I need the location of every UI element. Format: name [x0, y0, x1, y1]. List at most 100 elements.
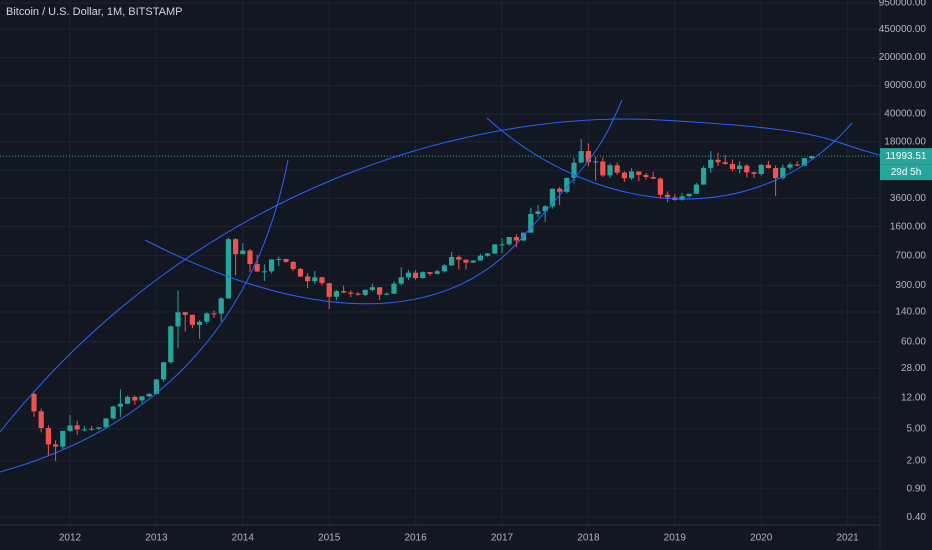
- candle-body: [528, 213, 534, 233]
- candle-body: [175, 312, 181, 327]
- candle-body: [96, 427, 102, 429]
- candle-body: [269, 259, 275, 272]
- arc: [0, 118, 881, 433]
- x-tick-label: 2017: [491, 533, 514, 544]
- price-label: 11993.51: [886, 151, 927, 162]
- candle-body: [758, 164, 764, 175]
- candle-body: [564, 177, 570, 192]
- candle-body: [391, 283, 397, 294]
- candle-body: [161, 362, 167, 380]
- candle-body: [506, 237, 512, 245]
- candle-body: [110, 406, 116, 419]
- axes: 950000.00 450000.00 200000.00 90000.00 40000…: [59, 0, 932, 544]
- candle-body: [60, 430, 66, 447]
- price-label-box: [880, 148, 932, 165]
- y-tick-label: 0.40: [907, 512, 927, 523]
- candle-body: [125, 396, 131, 404]
- candle-body: [600, 161, 606, 176]
- arc: [0, 159, 289, 473]
- candle-body: [787, 164, 793, 168]
- candle-body: [744, 165, 750, 173]
- candle-body: [722, 162, 728, 164]
- candle-body: [708, 159, 714, 168]
- candles: [0, 138, 880, 461]
- candle-body: [189, 314, 195, 325]
- candle-body: [139, 396, 145, 401]
- candle-body: [737, 165, 743, 170]
- x-tick-label: 2013: [145, 533, 168, 544]
- candle-body: [117, 403, 123, 407]
- countdown-label: 29d 5h: [891, 167, 922, 178]
- candle-body: [686, 193, 692, 197]
- candle-body: [557, 188, 563, 192]
- candle-body: [549, 188, 555, 207]
- candle-body: [369, 287, 375, 290]
- candle-body: [225, 239, 231, 299]
- y-tick-label: 700.00: [895, 250, 926, 261]
- chart-title: Bitcoin / U.S. Dollar, 1M, BITSTAMP: [6, 6, 182, 18]
- candle-body: [67, 425, 73, 431]
- candle-body: [765, 164, 771, 169]
- arc: [144, 99, 623, 305]
- candle-body: [650, 177, 656, 179]
- y-tick-label: 300.00: [895, 280, 926, 291]
- x-tick-label: 2014: [232, 533, 255, 544]
- candle-body: [355, 293, 361, 295]
- candle-body: [326, 283, 332, 297]
- candle-body: [312, 277, 318, 282]
- y-tick-label: 5.00: [907, 423, 927, 434]
- candle-body: [182, 312, 188, 315]
- candle-body: [729, 163, 735, 170]
- x-tick-label: 2012: [59, 533, 82, 544]
- x-tick-label: 2021: [836, 533, 859, 544]
- candle-body: [470, 260, 476, 263]
- candle-body: [593, 161, 599, 163]
- countdown-box: [880, 164, 932, 181]
- candle-body: [657, 178, 663, 195]
- candle-body: [780, 167, 786, 179]
- candle-body: [485, 253, 491, 256]
- x-tick-label: 2015: [318, 533, 341, 544]
- candle-body: [794, 164, 800, 166]
- candle-body: [499, 244, 505, 246]
- candle-body: [290, 261, 296, 269]
- candle-body: [319, 277, 325, 284]
- candle-body: [809, 156, 815, 159]
- y-tick-label: 90000.00: [884, 80, 926, 91]
- candle-body: [413, 272, 419, 279]
- y-tick-label: 0.90: [907, 483, 927, 494]
- candle-body: [665, 194, 671, 198]
- candle-body: [607, 165, 613, 176]
- candle-body: [89, 428, 95, 430]
- candle-body: [535, 211, 541, 214]
- y-tick-label: 18000.00: [884, 137, 926, 148]
- candle-body: [261, 271, 267, 273]
- y-tick-label: 40000.00: [884, 109, 926, 120]
- candle-body: [168, 326, 174, 363]
- candle-body: [254, 264, 260, 272]
- candle-body: [74, 425, 80, 430]
- candle-body: [542, 206, 548, 212]
- candle-body: [636, 171, 642, 175]
- candle-body: [197, 321, 203, 325]
- candle-body: [132, 396, 138, 401]
- candle-body: [305, 276, 311, 282]
- candle-body: [578, 151, 584, 163]
- candle-body: [427, 272, 433, 274]
- candle-body: [621, 172, 627, 179]
- candle-body: [715, 159, 721, 163]
- candle-body: [362, 289, 368, 295]
- y-tick-label: 2.00: [907, 455, 927, 466]
- candle-body: [629, 171, 635, 179]
- candle-body: [693, 184, 699, 194]
- candle-body: [773, 168, 779, 179]
- candle-body: [247, 250, 253, 265]
- candle-body: [276, 258, 282, 260]
- x-tick-label: 2018: [577, 533, 600, 544]
- candle-body: [218, 298, 224, 314]
- candle-body: [297, 268, 303, 277]
- candle-body: [477, 255, 483, 261]
- candle-body: [348, 292, 354, 294]
- candle-body: [81, 429, 87, 431]
